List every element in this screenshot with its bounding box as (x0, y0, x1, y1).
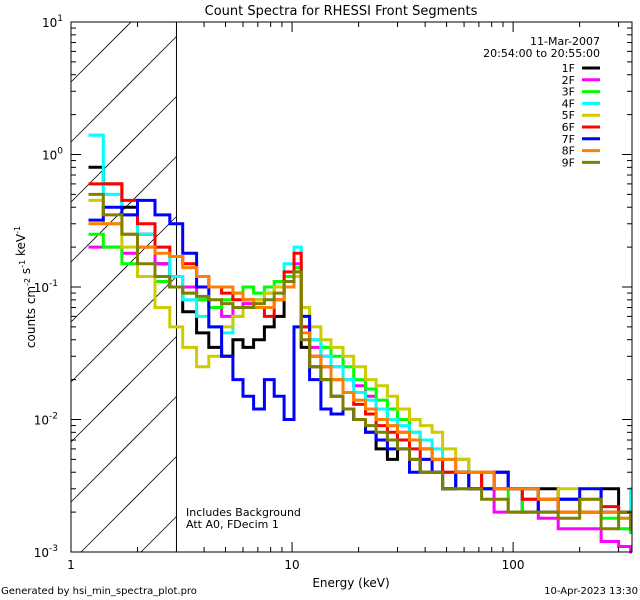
legend-label-6F: 6F (562, 121, 575, 134)
legend-label-2F: 2F (562, 74, 575, 87)
legend-label-3F: 3F (562, 86, 575, 99)
y-tick-label: 10-3 (34, 544, 58, 560)
legend-date: 11-Mar-2007 (530, 35, 600, 48)
series-6F (88, 182, 633, 520)
series-8F (88, 222, 633, 527)
y-axis-label: counts cm-2 s-1 keV-1 (13, 226, 38, 348)
y-tick-label: 10-2 (34, 412, 58, 428)
x-tick-label: 1 (67, 558, 75, 572)
generated-by: Generated by hsi_min_spectra_plot.pro (1, 586, 197, 597)
series-9F (88, 192, 633, 531)
annotation-attenuator: Att A0, FDecim 1 (186, 518, 279, 531)
x-tick-label: 100 (502, 558, 525, 572)
chart-title: Count Spectra for RHESSI Front Segments (205, 4, 478, 19)
legend-label-9F: 9F (562, 156, 575, 169)
legend-label-7F: 7F (562, 133, 575, 146)
x-tick-label: 10 (284, 558, 299, 572)
legend-label-4F: 4F (562, 97, 575, 110)
y-tick-label: 101 (42, 14, 63, 30)
annotation-background: Includes Background (186, 506, 301, 519)
legend-label-1F: 1F (562, 62, 575, 75)
shaded-region-hatch (70, 21, 177, 553)
x-axis-label: Energy (keV) (312, 576, 389, 590)
legend-label-5F: 5F (562, 109, 575, 122)
y-tick-label: 100 (42, 147, 63, 163)
legend-label-8F: 8F (562, 145, 575, 158)
legend-time-range: 20:54:00 to 20:55:00 (483, 47, 600, 60)
footer-timestamp: 10-Apr-2023 13:30 (544, 586, 638, 597)
